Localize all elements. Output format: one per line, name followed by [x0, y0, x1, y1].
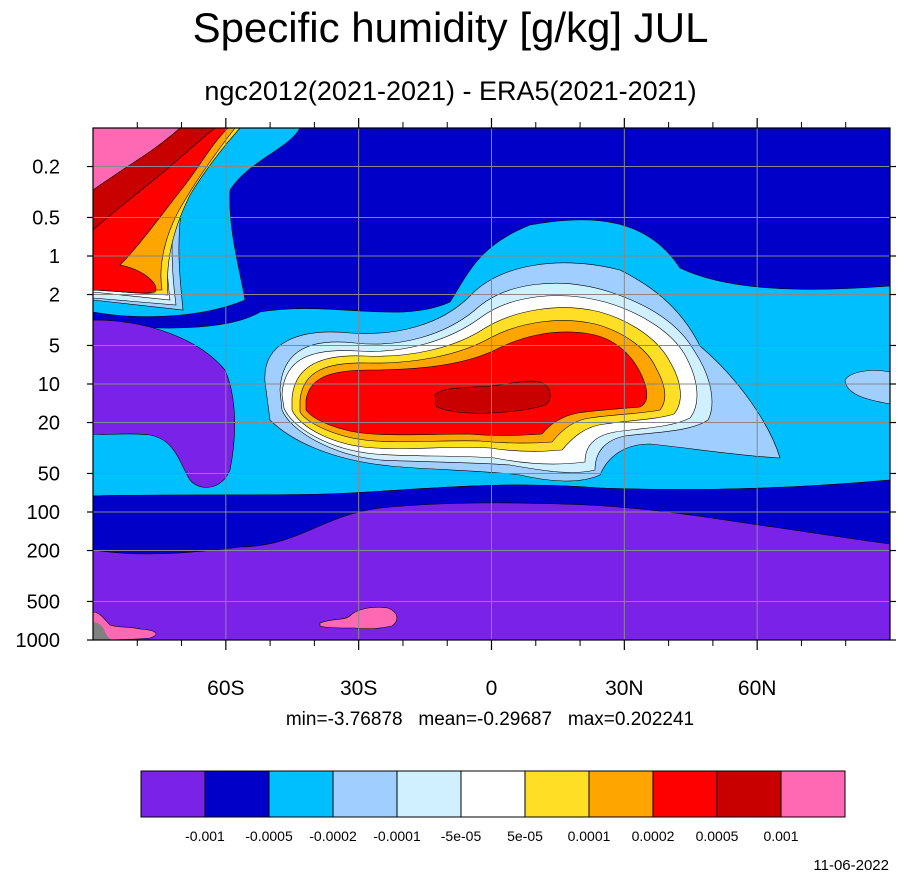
x-tick-label: 30N	[605, 677, 644, 700]
colorbar-swatch	[716, 770, 782, 818]
colorbar-label: -5e-05	[441, 828, 482, 844]
y-tick-label: 0.5	[32, 207, 60, 229]
x-tick-label: 30S	[340, 677, 377, 700]
colorbar-label: 0.0001	[568, 828, 611, 844]
colorbar-label: 0.001	[763, 828, 798, 844]
y-tick-label: 0.2	[32, 157, 60, 179]
y-tick-label: 20	[38, 413, 60, 435]
colorbar-swatch	[268, 770, 334, 818]
colorbar-swatch	[588, 770, 654, 818]
x-tick-label: 0	[486, 677, 498, 700]
colorbar-swatch	[204, 770, 270, 818]
land-mask	[93, 622, 112, 640]
colorbar-swatch	[332, 770, 398, 818]
colorbar-swatch	[780, 770, 846, 818]
contour-level-0.0001-right	[844, 370, 890, 405]
y-tick-label: 50	[38, 463, 60, 485]
contour-level-max-ne	[93, 128, 181, 191]
y-tick-label: 200	[27, 541, 60, 563]
x-axis: 60S 30S 0 30N 60N	[136, 118, 847, 700]
colorbar-swatch	[652, 770, 718, 818]
colorbar-label: 0.0002	[632, 828, 675, 844]
colorbar-label: -0.001	[185, 828, 225, 844]
x-tick-label: 60N	[738, 677, 777, 700]
plot-date: 11-06-2022	[813, 857, 889, 874]
stats-line: min=-3.76878 mean=-0.29687 max=0.202241	[285, 709, 695, 730]
colorbar-label: 5e-05	[507, 828, 543, 844]
y-tick-label: 5	[49, 335, 60, 357]
y-tick-label: 500	[27, 591, 60, 613]
colorbar-label: 0.0005	[696, 828, 739, 844]
y-tick-label: 2	[49, 285, 60, 307]
colorbar-swatch	[460, 770, 526, 818]
contour-level-0.001-pos	[434, 380, 551, 414]
y-tick-label: 100	[27, 502, 60, 524]
colorbar: -0.001 -0.0005 -0.0002 -0.0001 -5e-05 5e-05 0.…	[140, 770, 846, 844]
y-axis: 0.2 0.5 1 2 5 10 20 50 100 200 500 1000	[16, 157, 896, 652]
colorbar-label: -0.0005	[245, 828, 293, 844]
colorbar-swatch	[396, 770, 462, 818]
x-tick-label: 60S	[207, 677, 244, 700]
colorbar-label: -0.0002	[309, 828, 357, 844]
colorbar-swatch	[140, 770, 206, 818]
y-tick-label: 1000	[16, 630, 61, 652]
y-tick-label: 1	[49, 246, 60, 268]
chart-title: Specific humidity [g/kg] JUL	[192, 4, 709, 51]
y-tick-label: 10	[38, 374, 60, 396]
colorbar-label: -0.0001	[373, 828, 421, 844]
colorbar-swatch	[524, 770, 590, 818]
chart-subtitle: ngc2012(2021-2021) - ERA5(2021-2021)	[204, 76, 697, 106]
